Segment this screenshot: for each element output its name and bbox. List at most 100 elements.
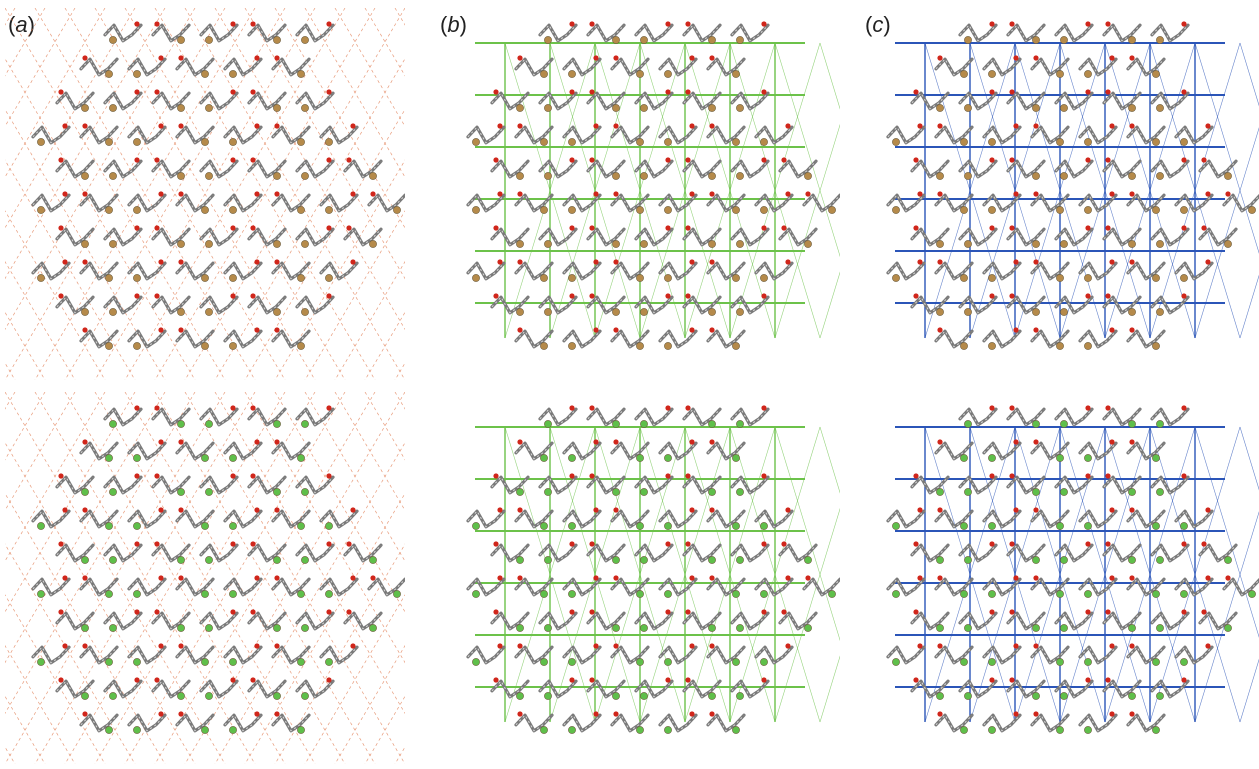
molecule [910,157,950,180]
molecule [1102,225,1142,248]
molecule [1030,327,1070,350]
panel-c-bottom-packing [860,392,1259,764]
molecule [1222,575,1259,598]
molecule [886,191,926,214]
molecule [55,677,95,700]
molecule [1126,191,1166,214]
molecule [778,157,818,180]
molecule [1006,21,1046,44]
molecule [199,89,239,112]
molecule [1198,225,1238,248]
molecule [754,123,794,146]
molecule [55,157,95,180]
molecule [199,21,239,44]
molecule [175,123,215,146]
molecule [343,157,383,180]
molecule [103,293,143,316]
molecules [886,405,1259,734]
molecule [514,575,554,598]
molecule [1054,89,1094,112]
molecule [1054,21,1094,44]
molecule [175,191,215,214]
molecule [514,711,554,734]
molecule [886,575,926,598]
molecule [634,89,674,112]
molecule [223,55,263,78]
molecule [538,473,578,496]
packing-svg [5,8,405,380]
molecule [1150,541,1190,564]
molecule [958,473,998,496]
molecule [610,439,650,462]
molecule [586,473,626,496]
molecule [490,293,530,316]
molecule [1006,89,1046,112]
molecule [247,405,287,428]
molecule [1006,473,1046,496]
molecule [175,711,215,734]
molecule [934,327,974,350]
molecule [31,123,71,146]
molecule [223,191,263,214]
molecule [658,327,698,350]
molecule [79,643,119,666]
molecule [910,473,950,496]
molecule [514,55,554,78]
molecule [982,55,1022,78]
molecule [730,293,770,316]
molecule [319,259,359,282]
packing-svg [466,405,840,734]
molecule [1030,439,1070,462]
molecule [1006,541,1046,564]
molecule [223,575,263,598]
molecule [730,89,770,112]
molecule [562,507,602,530]
molecule [79,711,119,734]
panel-label-c: (c) [865,12,891,37]
molecule [151,225,191,248]
molecule [886,643,926,666]
molecule [1174,507,1214,530]
molecule [610,123,650,146]
molecule [1054,541,1094,564]
molecule [343,609,383,632]
molecule [706,191,746,214]
molecule [910,89,950,112]
molecule [910,609,950,632]
molecule [466,643,506,666]
molecule [706,123,746,146]
molecule [247,89,287,112]
molecule [1150,405,1190,428]
molecule [730,225,770,248]
molecule [1222,191,1259,214]
molecule [982,643,1022,666]
molecule [730,157,770,180]
molecule [958,225,998,248]
network-lines [475,426,840,723]
molecule [175,439,215,462]
molecule [730,473,770,496]
molecule [79,575,119,598]
molecule [1102,405,1142,428]
panel-c-top-packing [860,8,1259,380]
packing-svg [5,392,405,764]
molecule [1054,293,1094,316]
molecule [706,327,746,350]
molecule [586,293,626,316]
molecule [175,507,215,530]
molecule [466,123,506,146]
molecule [79,191,119,214]
molecule [199,225,239,248]
molecule [730,677,770,700]
molecule [343,541,383,564]
packing-svg [886,405,1259,734]
molecule [151,677,191,700]
molecule [958,293,998,316]
molecule [730,609,770,632]
molecule [127,191,167,214]
network-lines [895,42,1259,339]
molecule [247,157,287,180]
molecule [1198,609,1238,632]
molecule [271,507,311,530]
molecule [1078,575,1118,598]
